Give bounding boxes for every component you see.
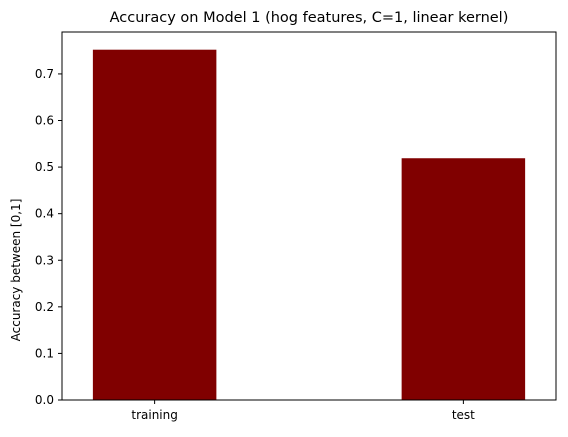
y-ticks-group: 0.0 0.1 0.2 0.3 0.4 0.5 0.6 0.7 [35,67,62,407]
chart-title: Accuracy on Model 1 (hog features, C=1, … [110,10,509,26]
x-ticks-group: training test [131,400,475,422]
y-tick-label: 0.2 [35,300,54,314]
y-tick-label: 0.5 [35,160,54,174]
y-tick-label: 0.7 [35,67,54,81]
y-tick-label: 0.0 [35,393,54,407]
bar-test [401,158,526,400]
plot-frame [61,31,557,401]
y-tick-label: 0.1 [35,346,54,360]
bars-group [92,49,526,400]
x-tick-label: test [452,408,475,422]
y-tick-label: 0.4 [35,207,54,221]
y-tick-label: 0.6 [35,114,54,128]
x-tick-label: training [131,408,178,422]
bar-training [92,49,217,400]
y-tick-label: 0.3 [35,253,54,267]
y-axis-label: Accuracy between [0,1] [9,199,23,342]
